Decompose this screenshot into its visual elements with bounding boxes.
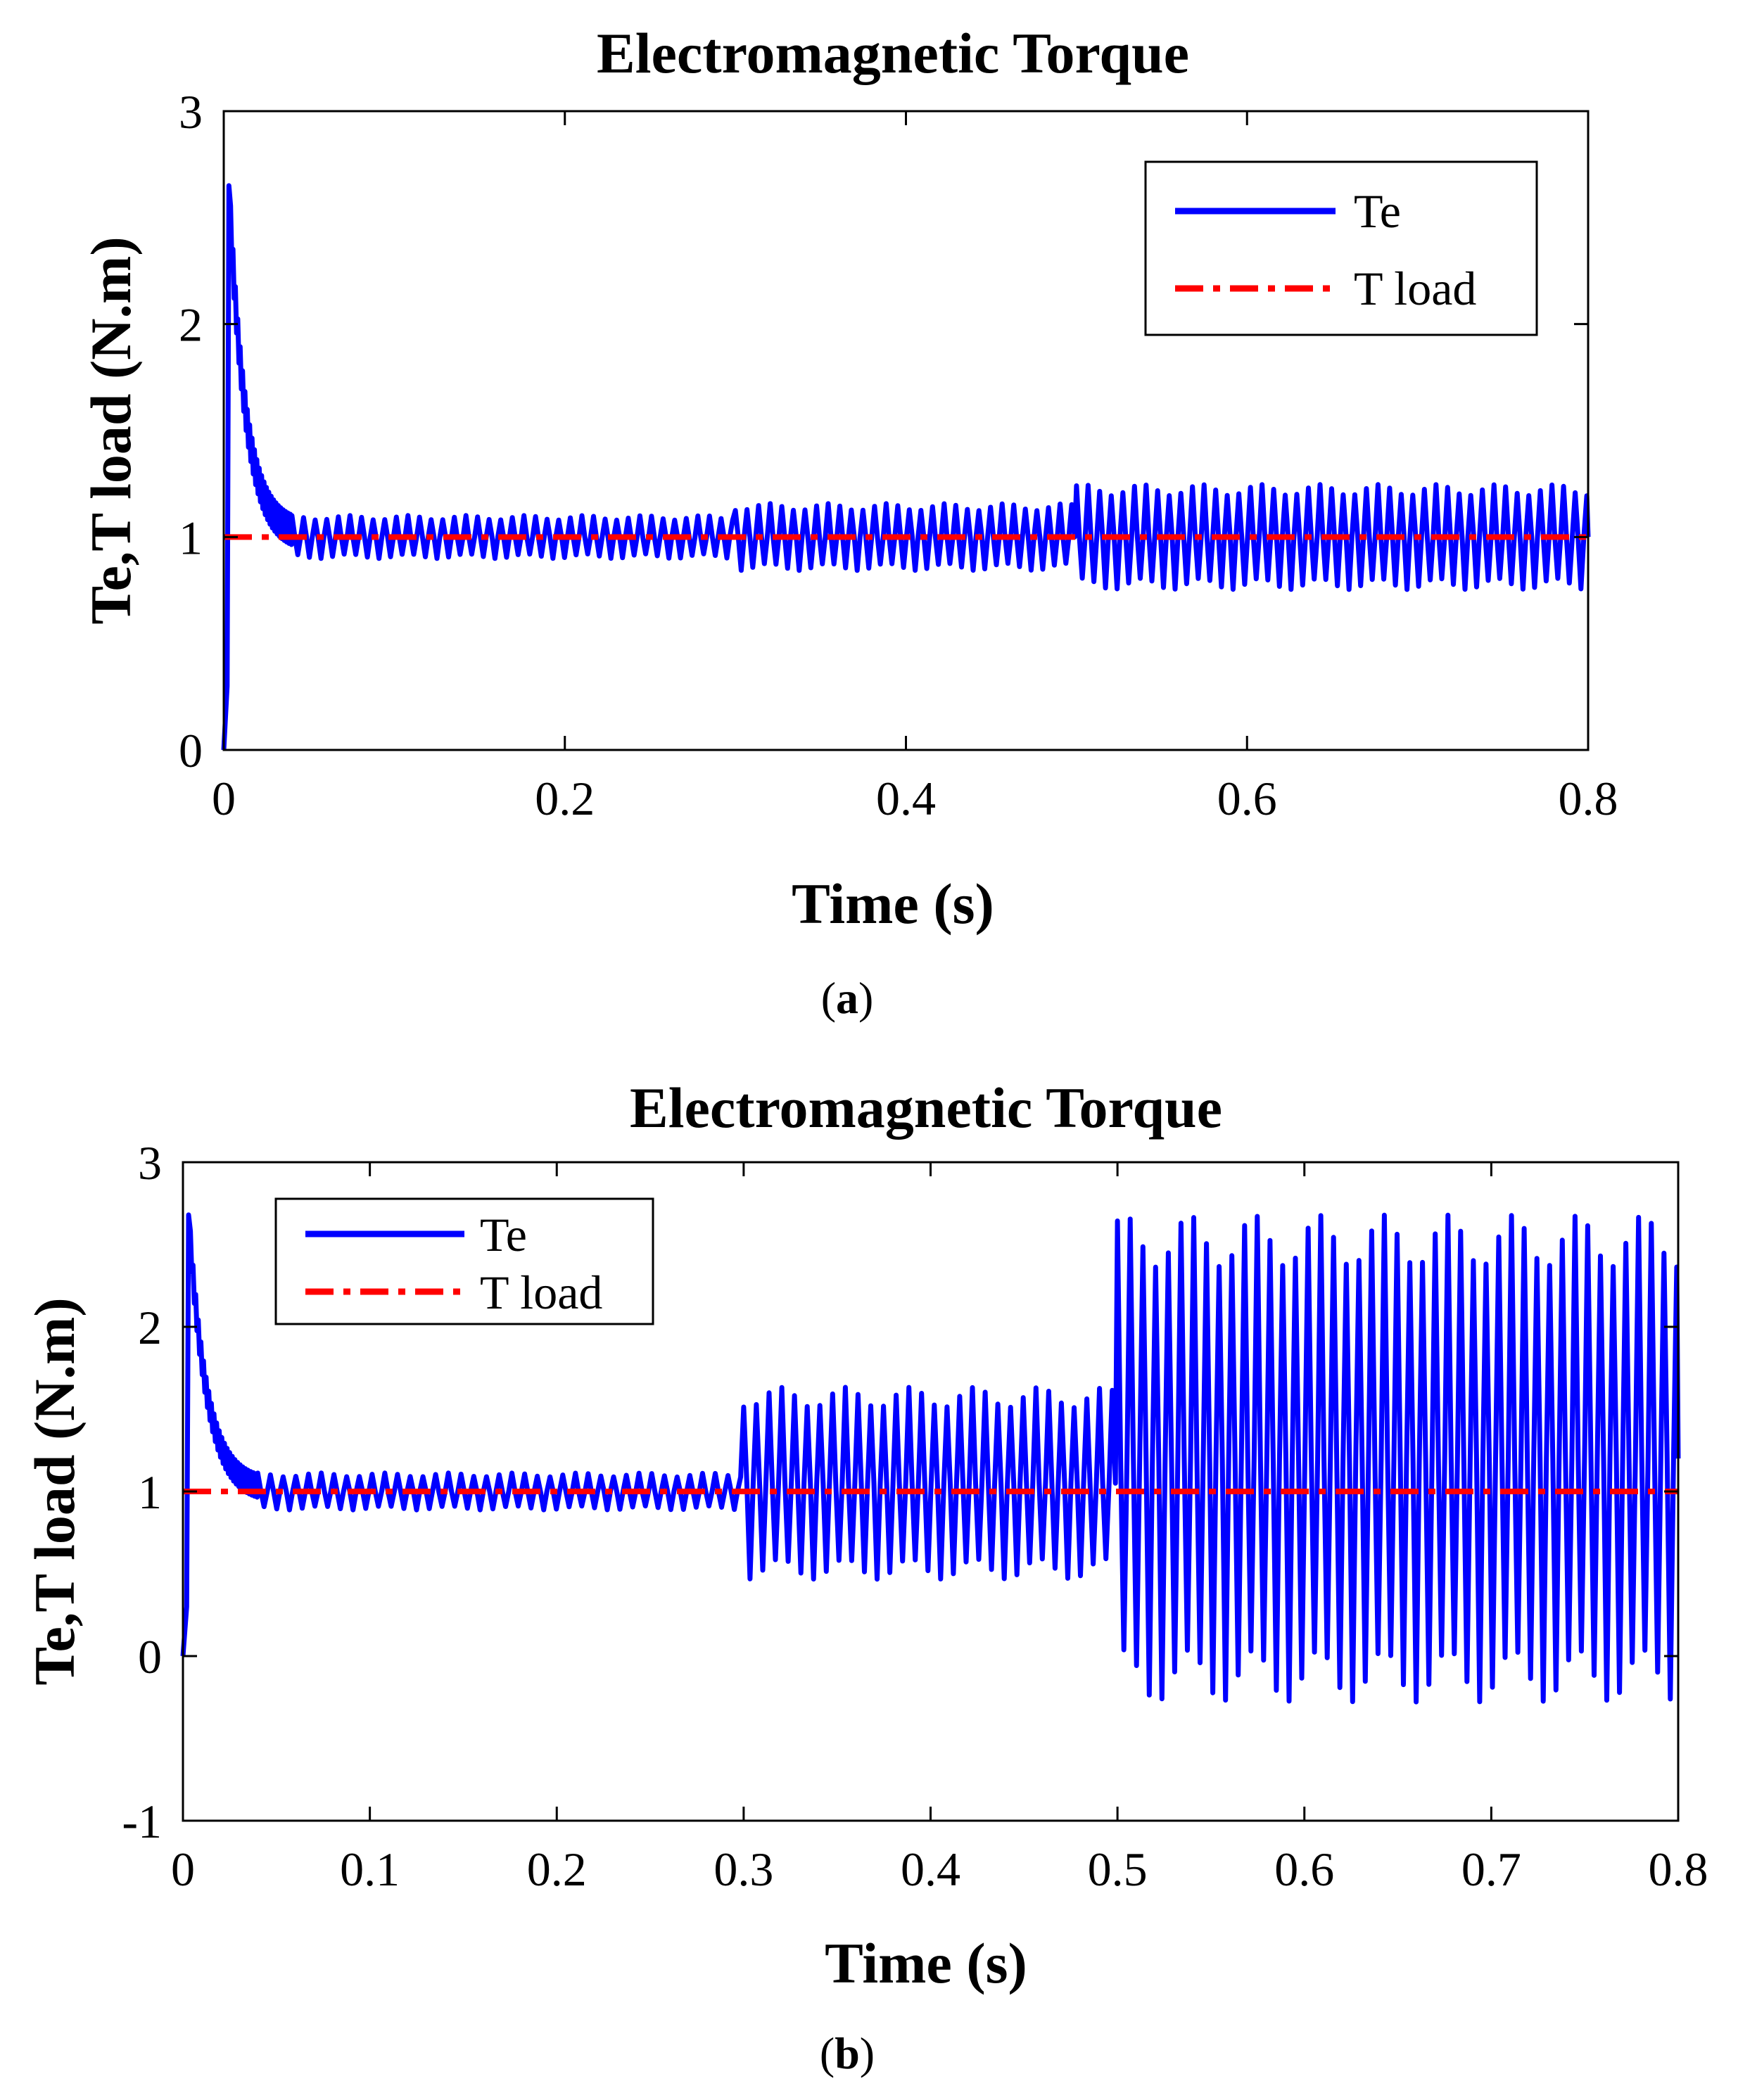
chart-b-xtick-label: 0	[171, 1843, 195, 1896]
chart-b-xtick-label: 0.8	[1649, 1843, 1708, 1896]
chart-a-legend-tload-label: T load	[1354, 262, 1476, 315]
chart-a-title: Electromagnetic Torque	[597, 21, 1189, 85]
chart-a-xtick-label: 0.2	[535, 772, 595, 825]
chart-a-xtick-label: 0	[212, 772, 236, 825]
chart-a-x-axis-label: Time (s)	[792, 872, 994, 936]
chart-b-xtick-label: 0.4	[901, 1843, 960, 1896]
chart-b-x-axis-label: Time (s)	[825, 1931, 1027, 1995]
chart-a-ytick-label: 1	[179, 511, 203, 564]
chart-a-legend-te-label: Te	[1354, 184, 1401, 238]
chart-b-xtick-label: 0.1	[340, 1843, 400, 1896]
chart-b-caption-open: (	[820, 2028, 835, 2078]
chart-b-legend: Te T load	[274, 1197, 654, 1325]
chart-b-ytick-label: 0	[138, 1630, 162, 1684]
chart-a-xtick-label: 0.8	[1559, 772, 1618, 825]
chart-a-te-line	[221, 183, 1591, 751]
chart-a-legend: Te T load	[1144, 160, 1538, 336]
chart-b-ytick-label: 2	[138, 1301, 162, 1354]
chart-b-xtick-label: 0.3	[713, 1843, 773, 1896]
chart-b-legend-tload-label: T load	[480, 1266, 602, 1319]
chart-b: Electromagnetic Torque 0 0.1 0.2 0.3 0.4 0.5 0…	[23, 1076, 1708, 2078]
chart-a-ytick-label: 0	[179, 724, 203, 777]
chart-a-caption: (a)	[821, 973, 874, 1023]
chart-b-plot-area	[180, 1212, 1681, 1705]
chart-a-legend-box	[1144, 160, 1538, 336]
chart-b-xtick-label: 0.2	[527, 1843, 587, 1896]
chart-a-ytick-label: 3	[179, 85, 203, 139]
chart-b-caption-close: )	[860, 2028, 875, 2078]
chart-b-caption-letter: b	[835, 2028, 860, 2078]
chart-b-ytick-label: 3	[138, 1136, 162, 1190]
chart-b-y-axis-label: Te,T load (N.m)	[23, 1297, 87, 1685]
chart-a-plot-area	[221, 183, 1591, 751]
chart-a-ytick-label: 2	[179, 298, 203, 352]
chart-b-xtick-label: 0.6	[1274, 1843, 1334, 1896]
chart-a-caption-open: (	[821, 973, 836, 1023]
chart-a: Electromagnetic Torque 0 0.2 0.4 0.6 0.8 0 1 2 3…	[79, 21, 1618, 1023]
chart-b-ytick-label: -1	[122, 1795, 162, 1848]
chart-a-caption-close: )	[858, 973, 873, 1023]
chart-a-xtick-label: 0.4	[876, 772, 936, 825]
chart-a-ticks: 0 0.2 0.4 0.6 0.8 0 1 2 3	[179, 85, 1618, 825]
chart-a-caption-letter: a	[836, 973, 858, 1023]
chart-b-caption: (b)	[820, 2028, 875, 2078]
chart-b-legend-box	[274, 1197, 654, 1325]
chart-b-xtick-label: 0.7	[1461, 1843, 1521, 1896]
chart-b-legend-te-label: Te	[480, 1208, 527, 1261]
chart-b-xtick-label: 0.5	[1088, 1843, 1148, 1896]
chart-b-ytick-label: 1	[138, 1465, 162, 1519]
chart-b-title: Electromagnetic Torque	[630, 1076, 1222, 1140]
chart-a-xtick-label: 0.6	[1217, 772, 1277, 825]
chart-a-y-axis-label: Te,T load (N.m)	[79, 236, 143, 624]
